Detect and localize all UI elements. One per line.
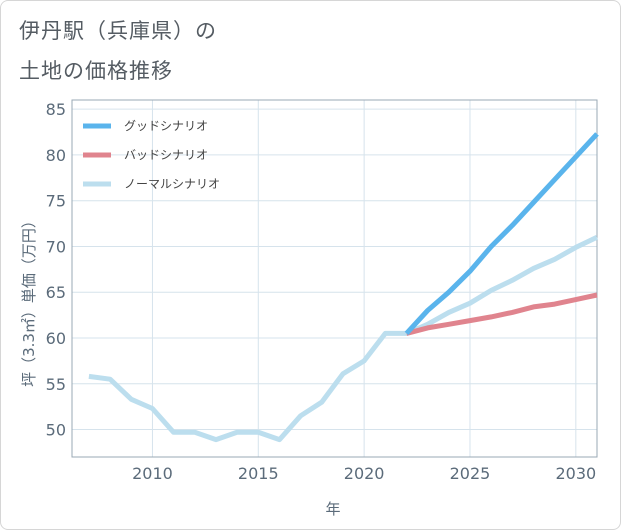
y-tick-label-60: 60 [46,329,66,348]
y-axis-title: 坪（3.3㎡）単価（万円） [20,213,38,387]
legend-label-2: ノーマルシナリオ [124,177,220,191]
x-tick-label-2025: 2025 [450,464,491,483]
y-tick-labels: 50 55 60 65 70 75 80 85 [46,100,66,439]
series-lines [88,132,599,443]
chart-title-line-1: 伊丹駅（兵庫県）の [19,19,217,43]
y-tick-label-80: 80 [46,146,66,165]
y-tick-label-50: 50 [46,421,66,440]
y-tick-label-65: 65 [46,283,66,302]
y-tick-label-75: 75 [46,192,66,211]
plot-frame [71,99,598,458]
series-line-2 [88,235,599,443]
chart-title-line-2: 土地の価格推移 [19,59,173,83]
y-tick-label-70: 70 [46,237,66,256]
legend-label-0: グッドシナリオ [124,119,208,133]
series-line-1 [405,292,598,336]
y-tick-label-55: 55 [46,375,66,394]
x-tick-label-2030: 2030 [555,464,596,483]
legend-label-1: バッドシナリオ [124,148,208,162]
x-axis-title: 年 [325,500,340,518]
y-tick-label-85: 85 [46,100,66,119]
x-tick-labels: 2010 2015 2020 2025 2030 [132,464,596,483]
x-tick-label-2015: 2015 [238,464,279,483]
x-tick-label-2020: 2020 [344,464,385,483]
x-tick-label-2010: 2010 [132,464,173,483]
grid-lines [72,100,597,457]
series-line-0 [404,132,599,336]
